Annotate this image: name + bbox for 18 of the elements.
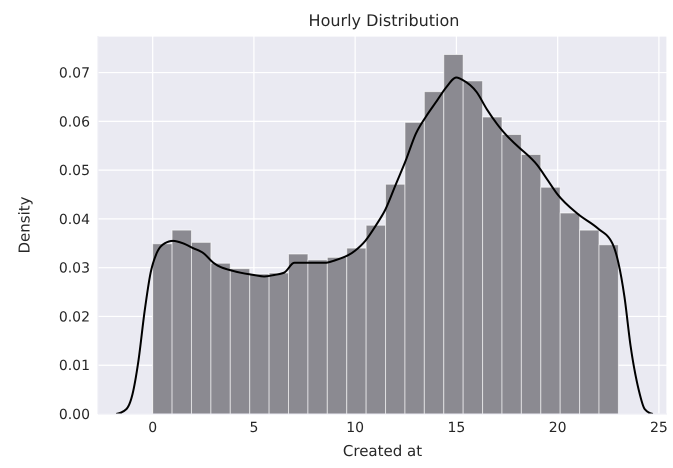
y-tick-label: 0.07: [58, 66, 90, 82]
x-axis-title: Created at: [342, 442, 422, 460]
y-axis-title: Density: [15, 196, 34, 254]
y-tick-label: 0.01: [58, 358, 90, 374]
y-tick-label: 0.03: [58, 260, 90, 277]
line-series: [115, 76, 654, 414]
x-tick-label: 15: [447, 420, 466, 436]
x-tick-label: 10: [346, 420, 364, 436]
x-tick-label: 20: [548, 420, 567, 436]
x-tick-label: 25: [650, 420, 668, 436]
y-tick-label: 0.06: [58, 114, 90, 130]
y-tick-label: 0.00: [58, 406, 90, 423]
chart-title: Hourly Distribution: [308, 11, 460, 30]
x-tick-label: 0: [148, 420, 158, 436]
y-tick-label: 0.04: [58, 212, 90, 228]
y-tick-label: 0.02: [58, 309, 90, 326]
y-tick-label: 0.05: [58, 163, 90, 180]
x-tick-label: 5: [249, 420, 258, 436]
